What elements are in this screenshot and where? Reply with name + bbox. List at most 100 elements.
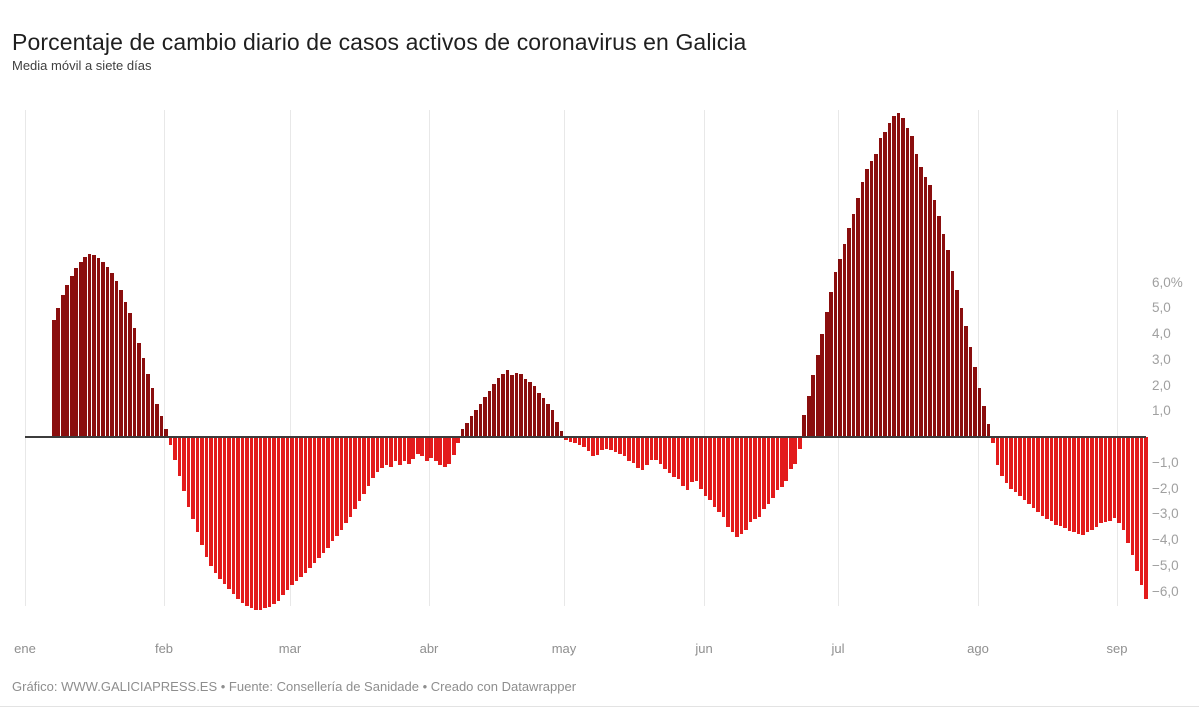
bar[interactable] [703,437,708,497]
bar[interactable] [168,437,173,445]
bar[interactable] [609,437,613,450]
bar[interactable] [1045,437,1049,520]
bar[interactable] [681,437,685,486]
bar[interactable] [919,166,923,437]
bar[interactable] [258,437,263,610]
bar[interactable] [600,437,604,450]
bar[interactable] [910,135,914,437]
bar[interactable] [469,416,474,437]
bar[interactable] [195,437,200,533]
bar[interactable] [420,437,425,457]
bar[interactable] [285,437,290,591]
bar[interactable] [159,416,164,437]
bar[interactable] [362,437,366,494]
bar[interactable] [474,409,478,437]
bar[interactable] [501,373,505,437]
bar[interactable] [132,327,137,437]
bar[interactable] [811,375,816,437]
bar[interactable] [860,182,865,437]
bar[interactable] [231,437,236,595]
bar[interactable] [114,281,119,437]
bar[interactable] [110,273,114,437]
bar[interactable] [1049,437,1054,521]
bar[interactable] [977,388,982,437]
bar[interactable] [510,375,514,437]
bar[interactable] [263,437,267,609]
bar[interactable] [69,276,74,437]
bar[interactable] [744,437,748,530]
bar[interactable] [1018,437,1022,497]
bar[interactable] [779,437,784,488]
bar[interactable] [339,437,344,530]
bar[interactable] [1027,437,1031,504]
bar[interactable] [424,437,429,462]
bar[interactable] [96,258,101,437]
bar[interactable] [1067,437,1072,531]
bar[interactable] [959,308,964,437]
bar[interactable] [595,437,600,456]
bar[interactable] [838,259,842,437]
bar[interactable] [371,437,375,479]
bar[interactable] [204,437,209,557]
bar[interactable] [1054,437,1058,525]
bar[interactable] [663,437,667,470]
bar[interactable] [1108,437,1112,521]
bar[interactable] [164,429,168,437]
bar[interactable] [137,343,141,437]
bar[interactable] [519,373,523,437]
bar[interactable] [123,301,128,437]
bar[interactable] [411,437,416,459]
bar[interactable] [708,437,712,501]
bar[interactable] [523,379,528,437]
bar[interactable] [964,326,968,437]
bar[interactable] [757,437,762,517]
bar[interactable] [128,313,132,437]
bar[interactable] [1009,437,1013,489]
bar[interactable] [546,403,550,437]
bar[interactable] [694,437,699,481]
bar[interactable] [92,255,96,437]
bar[interactable] [555,421,559,437]
bar[interactable] [973,367,977,437]
bar[interactable] [654,437,658,461]
bar[interactable] [604,437,609,449]
bar[interactable] [928,184,932,437]
bar[interactable] [1090,437,1094,530]
bar[interactable] [937,215,941,437]
bar[interactable] [649,437,654,461]
bar[interactable] [375,437,380,472]
bar[interactable] [1031,437,1036,508]
bar[interactable] [442,437,447,467]
bar[interactable] [627,437,631,462]
bar[interactable] [672,437,676,477]
bar[interactable] [1139,437,1144,586]
bar[interactable] [699,437,703,489]
bar[interactable] [389,437,393,467]
bar[interactable] [883,131,887,437]
bar[interactable] [573,437,577,444]
bar[interactable] [550,409,555,437]
bar[interactable] [856,197,860,437]
bar[interactable] [874,153,878,437]
bar[interactable] [335,437,339,537]
bar[interactable] [784,437,789,481]
bar[interactable] [177,437,182,476]
bar[interactable] [806,395,811,437]
bar[interactable] [317,437,321,559]
bar[interactable] [559,430,564,437]
bar[interactable] [748,437,753,522]
bar[interactable] [1112,437,1117,519]
bar[interactable] [254,437,258,610]
bar[interactable] [667,437,672,474]
bar[interactable] [222,437,227,584]
bar[interactable] [1085,437,1090,533]
bar[interactable] [438,437,443,466]
bar[interactable] [353,437,357,510]
bar[interactable] [914,153,919,437]
bar[interactable] [820,334,825,437]
bar[interactable] [1121,437,1126,530]
bar[interactable] [537,393,541,437]
bar[interactable] [240,437,245,604]
bar[interactable] [1094,437,1099,528]
bar[interactable] [281,437,285,596]
